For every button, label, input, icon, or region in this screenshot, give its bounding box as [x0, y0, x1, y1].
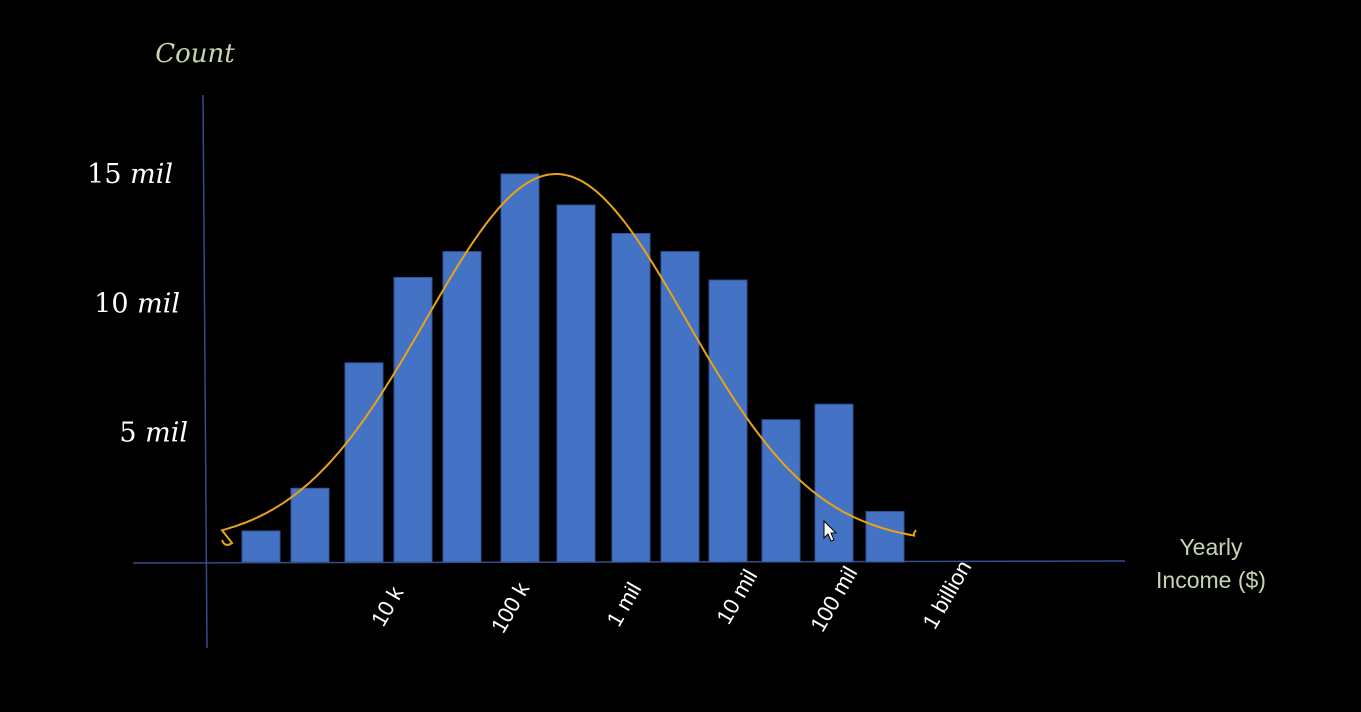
mouse-cursor-icon: [823, 519, 838, 542]
y-tick-label: 15 mil: [87, 159, 173, 190]
bar-8: [611, 232, 651, 563]
bar-2: [290, 487, 330, 563]
x-tick-label: 1 billion: [917, 556, 976, 633]
x-tick-label: 100 mil: [805, 562, 862, 636]
x-axis-title-line-1: Yearly: [1179, 534, 1243, 560]
x-tick-group: 10 k 100 k 1 mil 10 mil 100 mil 1 billion: [366, 556, 976, 637]
bar-3: [344, 362, 384, 563]
x-tick-label: 100 k: [486, 577, 535, 637]
bar-9: [660, 251, 700, 563]
bar-4: [393, 276, 433, 563]
bar-7: [556, 204, 596, 563]
bar-13: [865, 511, 905, 563]
y-tick-label: 5 mil: [119, 418, 188, 449]
x-tick-label: 1 mil: [601, 578, 646, 631]
bar-10: [708, 279, 748, 563]
bar-group: [241, 173, 905, 563]
y-axis-title: Count: [155, 39, 235, 69]
bar-5: [442, 251, 482, 563]
y-tick-group: 5 mil 10 mil 15 mil: [87, 159, 188, 449]
bar-11: [761, 419, 801, 563]
x-axis-title-line-2: Income ($): [1156, 567, 1266, 593]
bar-1: [241, 530, 281, 563]
bar-6: [500, 173, 540, 563]
x-tick-label: 10 k: [366, 581, 409, 630]
y-tick-label: 10 mil: [94, 288, 180, 319]
bar-12: [814, 403, 854, 563]
y-axis: [202, 94, 208, 649]
bell-curve: [220, 173, 917, 546]
x-tick-label: 10 mil: [711, 565, 762, 628]
